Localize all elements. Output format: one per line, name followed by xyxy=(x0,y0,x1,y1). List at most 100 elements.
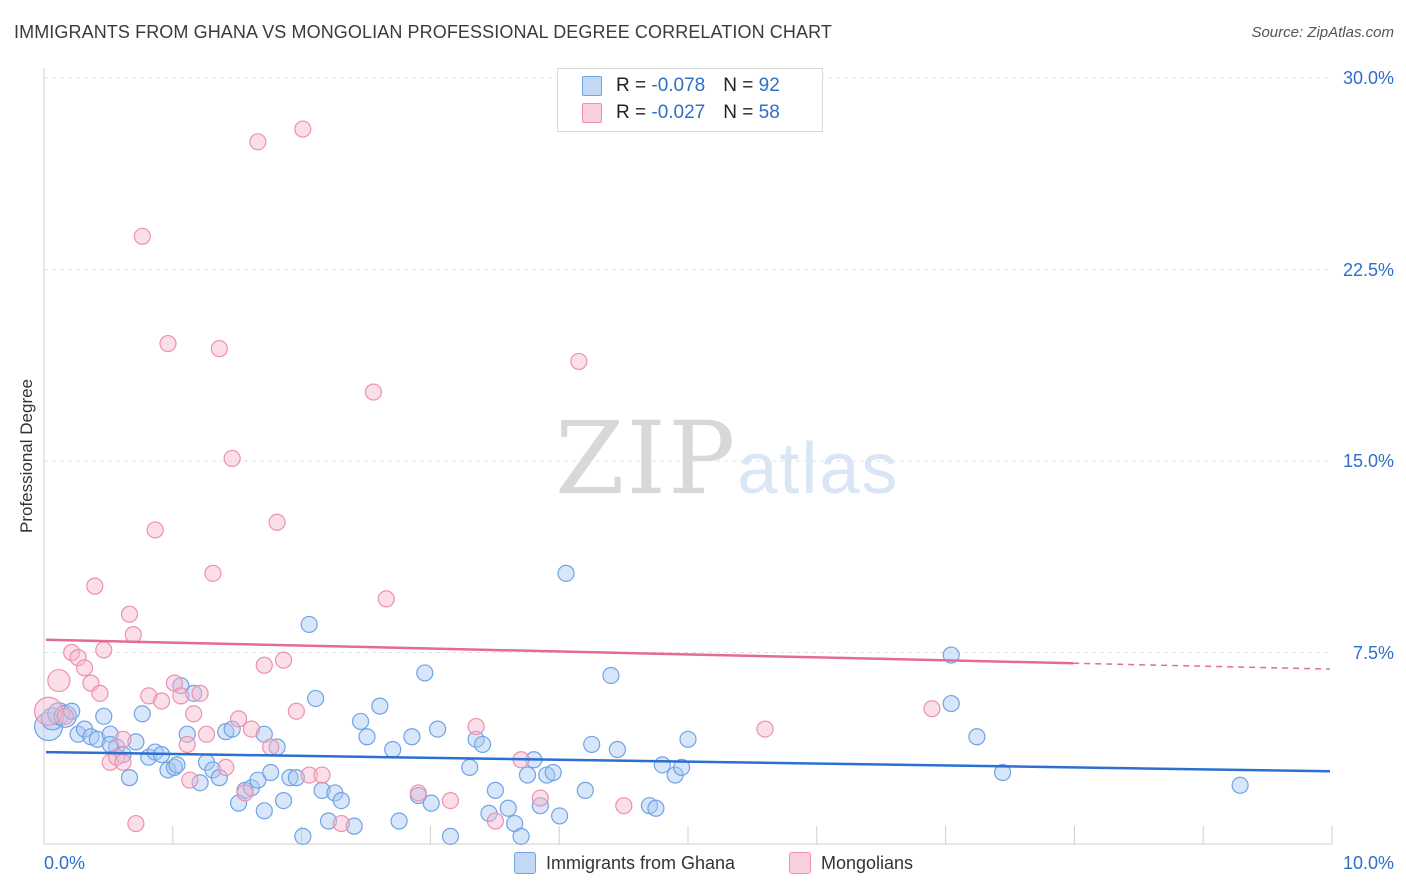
point-mongolians xyxy=(120,605,139,623)
series-ghana-points xyxy=(33,564,1249,845)
point-mongolians xyxy=(531,789,549,807)
point-mongolians xyxy=(223,449,241,468)
point-ghana xyxy=(486,781,504,799)
series-legend-label-ghana: Immigrants from Ghana xyxy=(546,852,736,873)
point-ghana xyxy=(287,769,305,787)
series-legend-item-mongolians[interactable]: Mongolians xyxy=(789,852,913,874)
point-mongolians xyxy=(75,659,94,677)
axes xyxy=(43,68,1333,845)
point-mongolians xyxy=(146,521,164,539)
point-mongolians xyxy=(127,814,145,833)
trend-line-dashed-mongolians xyxy=(1073,662,1331,670)
point-ghana xyxy=(127,733,145,751)
point-ghana xyxy=(300,615,318,634)
point-ghana xyxy=(371,697,389,715)
series-legend-item-ghana[interactable]: Immigrants from Ghana xyxy=(514,852,735,874)
y-tick-label: 15.0% xyxy=(1342,451,1394,471)
legend-swatch-mongolians xyxy=(582,103,602,123)
point-mongolians xyxy=(178,735,196,754)
point-ghana xyxy=(679,730,697,748)
point-mongolians xyxy=(114,730,132,748)
grid-lines xyxy=(44,77,1332,653)
point-ghana xyxy=(351,712,370,731)
point-mongolians xyxy=(210,340,228,358)
point-ghana xyxy=(422,794,440,812)
point-ghana xyxy=(185,684,203,702)
legend-n-value-ghana: 92 xyxy=(758,75,780,96)
y-tick-label: 7.5% xyxy=(1352,642,1394,663)
point-mongolians xyxy=(236,784,254,802)
point-mongolians xyxy=(197,725,216,743)
series-mongolians-points xyxy=(33,120,941,833)
point-mongolians xyxy=(486,812,504,830)
point-ghana xyxy=(416,664,434,682)
point-ghana xyxy=(120,769,139,787)
legend-row-mongolians: R = -0.027 N = 58 xyxy=(582,101,780,125)
point-mongolians xyxy=(332,814,350,833)
point-mongolians xyxy=(570,352,588,371)
point-mongolians xyxy=(91,684,109,702)
point-mongolians xyxy=(313,766,331,784)
point-ghana xyxy=(1231,776,1249,794)
point-mongolians xyxy=(756,720,774,738)
point-mongolians xyxy=(242,720,261,738)
point-mongolians xyxy=(114,753,132,771)
legend-n-value-mongolians: 58 xyxy=(758,102,780,123)
point-ghana xyxy=(223,720,241,738)
point-ghana xyxy=(968,728,986,746)
point-ghana xyxy=(429,720,447,738)
point-mongolians xyxy=(268,513,286,531)
series-legend: Immigrants from Ghana Mongolians xyxy=(0,852,1406,878)
point-mongolians xyxy=(133,227,151,245)
point-ghana xyxy=(602,666,620,685)
point-mongolians xyxy=(69,649,87,667)
legend-n-label: N = xyxy=(723,102,759,123)
point-mongolians xyxy=(294,120,312,138)
point-mongolians xyxy=(377,590,395,608)
point-ghana xyxy=(88,730,106,748)
point-ghana xyxy=(210,769,228,787)
watermark-atlas: atlas xyxy=(737,429,900,509)
point-mongolians xyxy=(181,771,199,789)
point-mongolians xyxy=(159,334,177,353)
point-mongolians xyxy=(185,705,203,723)
point-ghana xyxy=(461,758,479,777)
point-ghana xyxy=(133,705,151,723)
watermark: ZIPatlas xyxy=(555,400,899,517)
point-ghana xyxy=(942,646,960,664)
watermark-zip: ZIP xyxy=(555,400,738,517)
chart-title: IMMIGRANTS FROM GHANA VS MONGOLIAN PROFE… xyxy=(14,22,832,42)
point-ghana xyxy=(557,564,575,582)
point-ghana xyxy=(576,781,594,799)
point-ghana xyxy=(942,694,960,713)
legend-n-label: N = xyxy=(723,75,759,96)
point-ghana xyxy=(249,771,267,789)
point-ghana xyxy=(294,827,312,845)
point-mongolians xyxy=(274,651,293,669)
point-mongolians xyxy=(249,133,267,151)
point-mongolians xyxy=(124,626,142,644)
point-mongolians xyxy=(33,696,64,726)
point-ghana xyxy=(499,799,517,817)
correlation-legend: R = -0.078 N = 92 R = -0.027 N = 58 xyxy=(557,68,823,132)
point-ghana xyxy=(307,689,325,708)
point-ghana xyxy=(390,812,408,830)
point-ghana xyxy=(168,756,186,774)
point-mongolians xyxy=(56,707,74,725)
point-ghana xyxy=(384,740,402,759)
point-mongolians xyxy=(217,758,235,777)
y-tick-label: 22.5% xyxy=(1342,259,1394,280)
point-ghana xyxy=(473,735,492,754)
point-ghana xyxy=(95,707,113,725)
point-ghana xyxy=(313,781,331,799)
point-mongolians xyxy=(230,710,248,728)
point-ghana xyxy=(993,763,1012,782)
point-mongolians xyxy=(255,656,273,674)
point-ghana xyxy=(262,763,280,782)
legend-swatch-ghana xyxy=(582,76,602,96)
x-tick-label-max: 10.0% xyxy=(1342,853,1394,873)
point-ghana xyxy=(165,758,183,777)
legend-r-value-mongolians: -0.027 xyxy=(651,102,706,123)
series-legend-swatch-ghana xyxy=(514,852,536,874)
